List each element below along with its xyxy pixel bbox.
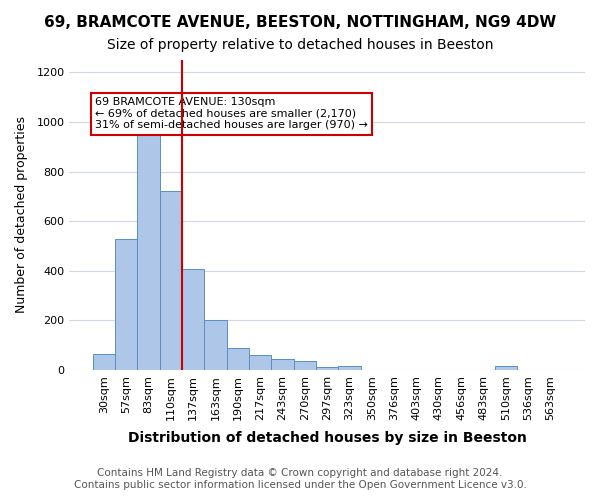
Bar <box>160 192 182 370</box>
Bar <box>293 361 316 370</box>
Bar <box>205 320 227 370</box>
Text: Contains HM Land Registry data © Crown copyright and database right 2024.
Contai: Contains HM Land Registry data © Crown c… <box>74 468 526 490</box>
Bar <box>93 354 115 370</box>
Bar <box>316 368 338 370</box>
Bar <box>182 270 205 370</box>
Bar <box>227 348 249 370</box>
Bar <box>249 355 271 370</box>
Text: 69, BRAMCOTE AVENUE, BEESTON, NOTTINGHAM, NG9 4DW: 69, BRAMCOTE AVENUE, BEESTON, NOTTINGHAM… <box>44 15 556 30</box>
Bar <box>137 122 160 370</box>
Bar <box>271 358 293 370</box>
X-axis label: Distribution of detached houses by size in Beeston: Distribution of detached houses by size … <box>128 431 527 445</box>
Text: 69 BRAMCOTE AVENUE: 130sqm
← 69% of detached houses are smaller (2,170)
31% of s: 69 BRAMCOTE AVENUE: 130sqm ← 69% of deta… <box>95 97 368 130</box>
Text: Size of property relative to detached houses in Beeston: Size of property relative to detached ho… <box>107 38 493 52</box>
Y-axis label: Number of detached properties: Number of detached properties <box>15 116 28 314</box>
Bar <box>338 366 361 370</box>
Bar <box>494 366 517 370</box>
Bar <box>115 238 137 370</box>
